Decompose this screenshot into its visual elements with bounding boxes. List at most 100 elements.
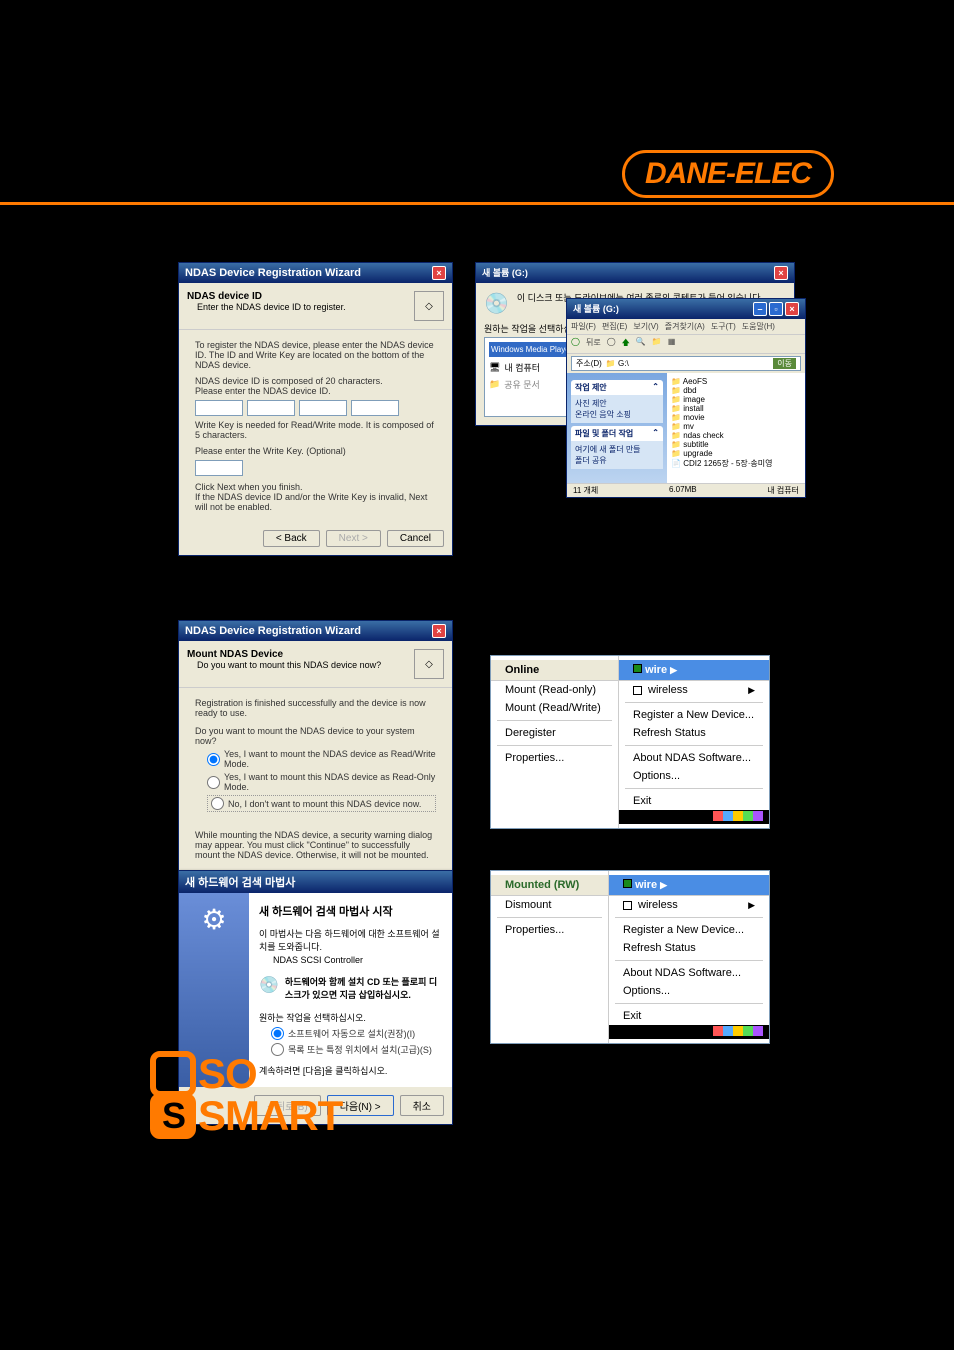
about-ndas[interactable]: About NDAS Software... [619, 749, 769, 767]
fwd-icon[interactable]: ◯ [607, 337, 616, 351]
tray-icon[interactable] [713, 811, 723, 821]
folder[interactable]: subtitle [683, 440, 708, 449]
exit[interactable]: Exit [619, 792, 769, 810]
menu-file[interactable]: 파일(F) [571, 321, 596, 332]
maximize-icon[interactable]: ▫ [769, 302, 783, 316]
collapse-icon[interactable]: ⌃ [652, 428, 659, 439]
views-icon[interactable]: ▦ [668, 337, 676, 351]
status-size: 6.07MB [669, 485, 697, 496]
up-icon[interactable]: 🡅 [622, 337, 630, 351]
task-head2[interactable]: 파일 및 폴더 작업 [575, 428, 633, 439]
tray-icon[interactable] [743, 811, 753, 821]
menu2-head-r[interactable]: wire ▶ [609, 875, 769, 896]
about-ndas[interactable]: About NDAS Software... [609, 964, 769, 982]
hw-icon: ⚙ [201, 903, 226, 936]
wire-label: wire [645, 664, 667, 676]
radio-auto[interactable] [271, 1027, 284, 1040]
close-icon[interactable]: × [432, 266, 446, 280]
next-button[interactable]: Next > [326, 530, 381, 547]
folder[interactable]: dbd [683, 386, 696, 395]
task-head1[interactable]: 작업 제안 [575, 382, 607, 393]
cancel-button[interactable]: Cancel [387, 530, 444, 547]
exit-label: Exit [633, 795, 651, 807]
wireless-item[interactable]: wireless▶ [619, 681, 769, 699]
task1a[interactable]: 사진 제안 [575, 398, 659, 409]
folders-icon[interactable]: 📁 [652, 337, 662, 351]
radio-rw[interactable] [207, 753, 220, 766]
task2a[interactable]: 여기에 새 폴더 만들 [575, 444, 659, 455]
menu-tools[interactable]: 도구(T) [711, 321, 736, 332]
autoplay-shared[interactable]: 공유 문서 [504, 378, 540, 391]
back-label[interactable]: 뒤로 [586, 337, 601, 351]
autoplay-mycomp[interactable]: 내 컴퓨터 [504, 361, 540, 374]
register-new[interactable]: Register a New Device... [609, 921, 769, 939]
back-icon[interactable]: ◯ [571, 337, 580, 351]
tray-icon[interactable] [723, 811, 733, 821]
wireless-item[interactable]: wireless▶ [609, 896, 769, 914]
folder[interactable]: image [683, 395, 705, 404]
id-field-2[interactable] [247, 400, 295, 416]
id-field-1[interactable] [195, 400, 243, 416]
radio-no[interactable] [211, 797, 224, 810]
tray-icon[interactable] [723, 1026, 733, 1036]
dismount[interactable]: Dismount [491, 896, 608, 914]
menu-help[interactable]: 도움말(H) [742, 321, 775, 332]
folder[interactable]: upgrade [683, 449, 712, 458]
wizard1-footer: < Back Next > Cancel [179, 522, 452, 555]
wireless-label: wireless [648, 684, 688, 696]
tray-icon[interactable] [733, 811, 743, 821]
deregister[interactable]: Deregister [491, 724, 618, 742]
cancel-button[interactable]: 취소 [400, 1095, 444, 1116]
status-square-icon [623, 879, 632, 888]
mount-rw[interactable]: Mount (Read/Write) [491, 699, 618, 717]
tray-icon[interactable] [753, 811, 763, 821]
id-field-4[interactable] [351, 400, 399, 416]
options[interactable]: Options... [609, 982, 769, 1000]
menu2-left: Mounted (RW) Dismount Properties... [491, 871, 609, 1043]
options[interactable]: Options... [619, 767, 769, 785]
menu-edit[interactable]: 편집(E) [602, 321, 627, 332]
refresh-status[interactable]: Refresh Status [619, 724, 769, 742]
folder[interactable]: install [683, 404, 703, 413]
folder[interactable]: mv [683, 422, 694, 431]
address-bar[interactable]: 주소(D) 📁 G:\ 이동 [571, 356, 801, 371]
task1b[interactable]: 온라인 음악 소핑 [575, 409, 659, 420]
addr-label: 주소(D) [576, 358, 602, 369]
tray-icon[interactable] [753, 1026, 763, 1036]
properties[interactable]: Properties... [491, 749, 618, 767]
folder[interactable]: AeoFS [683, 377, 707, 386]
search-icon[interactable]: 🔍 [636, 337, 646, 351]
ndas-device-icon: ◇ [414, 291, 444, 321]
go-button[interactable]: 이동 [773, 358, 796, 369]
close-icon[interactable]: × [785, 302, 799, 316]
mount-rw-label: Mount (Read/Write) [505, 702, 601, 714]
properties[interactable]: Properties... [491, 921, 608, 939]
menu1-head-r[interactable]: wire ▶ [619, 660, 769, 681]
collapse-icon[interactable]: ⌃ [652, 382, 659, 393]
exit[interactable]: Exit [609, 1007, 769, 1025]
tray-icon[interactable] [733, 1026, 743, 1036]
refresh-status[interactable]: Refresh Status [609, 939, 769, 957]
folder-icon: 📁 [671, 440, 681, 449]
hw-line3: 원하는 작업을 선택하십시오. [259, 1011, 442, 1024]
back-button[interactable]: < Back [263, 530, 320, 547]
radio-ro[interactable] [207, 776, 220, 789]
menu-view[interactable]: 보기(V) [633, 321, 658, 332]
separator [497, 745, 612, 746]
file[interactable]: CDI2 1265장 - 5장·송미영 [683, 459, 772, 468]
id-field-3[interactable] [299, 400, 347, 416]
menu-fav[interactable]: 즐겨찾기(A) [665, 321, 705, 332]
folder[interactable]: ndas check [683, 431, 723, 440]
close-icon[interactable]: × [432, 624, 446, 638]
file-list[interactable]: 📁 AeoFS 📁 dbd 📁 image 📁 install 📁 movie … [667, 373, 805, 483]
writekey-field[interactable] [195, 460, 243, 476]
minimize-icon[interactable]: – [753, 302, 767, 316]
folder[interactable]: movie [683, 413, 704, 422]
tray-icon[interactable] [713, 1026, 723, 1036]
task2b[interactable]: 폴더 공유 [575, 455, 659, 466]
status-square-icon [623, 901, 632, 910]
tray-icon[interactable] [743, 1026, 753, 1036]
register-new[interactable]: Register a New Device... [619, 706, 769, 724]
close-icon[interactable]: × [774, 266, 788, 280]
mount-ro[interactable]: Mount (Read-only) [491, 681, 618, 699]
